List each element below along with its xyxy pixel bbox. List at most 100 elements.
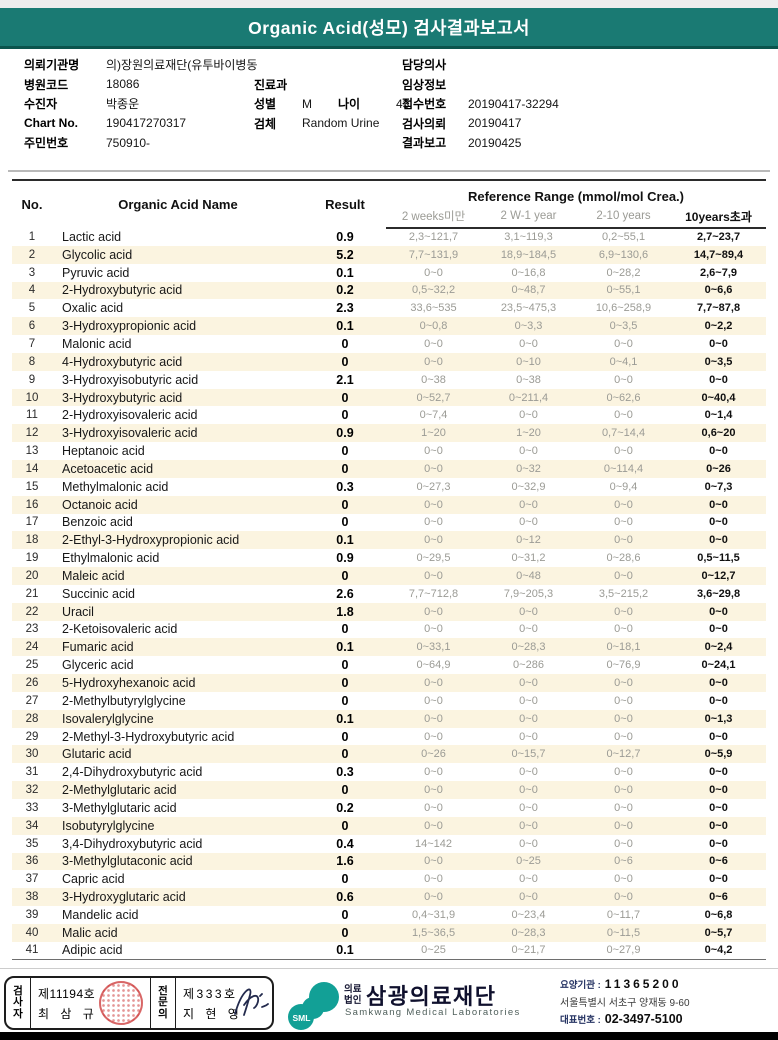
ref-under-2-weeks: 0,5~32,2 xyxy=(411,284,456,297)
ref-under-2-weeks: 0~0 xyxy=(424,891,443,904)
ref-2-10-years: 0~0 xyxy=(614,623,633,636)
info-row: 진료과 xyxy=(254,75,444,95)
acid-row: 16 Octanoic acid 0 0~0 0~0 0~0 0~0 xyxy=(12,495,766,514)
result-value: 2.3 xyxy=(336,301,354,316)
row-number: 27 xyxy=(25,694,39,707)
acid-row: 14 Acetoacetic acid 0 0~0 0~32 0~114,4 0~26 xyxy=(12,459,766,478)
ref-2-10-years: 0~9,4 xyxy=(609,480,638,493)
acid-name: 3,4-Dihydroxybutyric acid xyxy=(62,836,203,851)
info-value: 박종운 xyxy=(106,97,140,112)
ref-2w-1-year: 0~0 xyxy=(519,337,538,350)
info-label: 접수번호 xyxy=(402,97,447,112)
acid-row: 18 2-Ethyl-3-Hydroxypropionic acid 0.1 0~0 0… xyxy=(12,531,766,550)
ref-2w-1-year: 0~0 xyxy=(519,873,538,886)
row-number: 35 xyxy=(25,837,39,850)
ref-under-2-weeks: 0~0 xyxy=(424,445,443,458)
info-row: 결과보고 20190425 xyxy=(402,133,652,153)
ref-over-10-years: 3,6~29,8 xyxy=(696,587,741,600)
ref-2-10-years: 0~0 xyxy=(614,445,633,458)
ref-2w-1-year: 0~0 xyxy=(519,712,538,725)
ref-over-10-years: 0~0 xyxy=(709,730,728,743)
ref-over-10-years: 0~5,7 xyxy=(704,926,733,939)
sml-logo-text: SML xyxy=(293,1013,311,1023)
result-value: 0 xyxy=(341,729,349,744)
ref-under-2-weeks: 0~0 xyxy=(424,623,443,636)
ref-2w-1-year: 0~21,7 xyxy=(511,944,546,957)
info-label: 병원코드 xyxy=(24,77,69,92)
certification-box: 검사자 제11194호 최 삼 규 전문의 제333호 지 현 영 xyxy=(4,976,274,1030)
ref-2-10-years: 0~0 xyxy=(614,677,633,690)
ref-2-10-years: 6,9~130,6 xyxy=(598,248,649,261)
acid-name: 3-Methylglutaconic acid xyxy=(62,854,193,869)
info-row: 검사의뢰 20190417 xyxy=(402,114,652,134)
specialist-label: 전문의 xyxy=(158,984,168,1020)
info-value: M xyxy=(302,96,312,111)
ref-under-2-weeks: 0~0 xyxy=(424,801,443,814)
ref-2-10-years: 0~3,5 xyxy=(609,320,638,333)
row-number: 18 xyxy=(25,534,39,547)
logo-company-name: 삼광의료재단 xyxy=(366,984,497,1009)
ref-over-10-years: 0~0 xyxy=(709,623,728,636)
report-title-banner: Organic Acid(성모) 검사결과보고서 xyxy=(0,8,778,49)
ref-under-2-weeks: 0~0 xyxy=(424,855,443,868)
ref-over-10-years: 0~0 xyxy=(709,801,728,814)
row-number: 36 xyxy=(25,855,39,868)
ref-over-10-years: 0~0 xyxy=(709,677,728,690)
row-number: 15 xyxy=(25,480,39,493)
ref-under-2-weeks: 0~0,8 xyxy=(419,320,448,333)
acid-row: 17 Benzoic acid 0 0~0 0~0 0~0 0~0 xyxy=(12,514,766,532)
acid-row: 39 Mandelic acid 0 0,4~31,9 0~23,4 0~11,7 0~6,… xyxy=(12,906,766,924)
acid-row: 37 Capric acid 0 0~0 0~0 0~0 0~0 xyxy=(12,870,766,888)
logo-company-name-en: Samkwang Medical Laboratories xyxy=(345,1007,521,1018)
column-header-no: No. xyxy=(21,197,43,212)
info-row: 의뢰기관명 의)장원의료재단(유투바이병동 xyxy=(24,55,260,75)
ref-over-10-years: 0~0 xyxy=(709,784,728,797)
ref-2w-1-year: 0~0 xyxy=(519,605,538,618)
acid-row: 29 2-Methyl-3-Hydroxybutyric acid 0 0~0 0~0 0… xyxy=(12,728,766,746)
info-row: 주민번호 750910- xyxy=(24,133,260,153)
ref-2w-1-year: 0~12 xyxy=(516,534,541,547)
ref-2-10-years: 0~0 xyxy=(614,819,633,832)
row-number: 24 xyxy=(25,641,39,654)
result-value: 0 xyxy=(341,515,349,530)
acid-name: Pyruvic acid xyxy=(62,265,130,280)
ref-2-10-years: 0~27,9 xyxy=(606,944,641,957)
ref-over-10-years: 0~6 xyxy=(709,855,728,868)
info-label: 주민번호 xyxy=(24,136,69,151)
ref-over-10-years: 0~6,6 xyxy=(704,284,733,297)
organic-acid-results-table: No. Organic Acid Name Result Reference R… xyxy=(12,179,766,961)
ref-under-2-weeks: 0~0 xyxy=(424,516,443,529)
acid-name: Glutaric acid xyxy=(62,747,132,762)
ref-over-10-years: 0~4,2 xyxy=(704,944,733,957)
examiner-seal-stamp-icon xyxy=(99,981,143,1025)
info-row: 담당의사 xyxy=(402,55,652,75)
row-number: 5 xyxy=(28,302,36,315)
row-number: 8 xyxy=(28,355,36,368)
result-value: 0.1 xyxy=(336,533,354,548)
ref-under-2-weeks: 0~0 xyxy=(424,712,443,725)
column-header-result: Result xyxy=(325,197,365,212)
acid-name: Capric acid xyxy=(62,872,125,887)
result-value: 0 xyxy=(341,354,349,369)
acid-row: 24 Fumaric acid 0.1 0~33,1 0~28,3 0~18,1 0~2,4 xyxy=(12,638,766,657)
ref-2w-1-year: 0~0 xyxy=(519,837,538,850)
acid-row: 22 Uracil 1.8 0~0 0~0 0~0 0~0 xyxy=(12,602,766,621)
acid-name: 2-Ketoisovaleric acid xyxy=(62,622,178,637)
ref-over-10-years: 0~0 xyxy=(709,819,728,832)
result-value: 0.1 xyxy=(336,319,354,334)
ref-2-10-years: 0~55,1 xyxy=(606,284,641,297)
row-number: 22 xyxy=(25,605,39,618)
row-number: 10 xyxy=(25,391,39,404)
ref-under-2-weeks: 0~64,9 xyxy=(416,659,451,672)
info-row: Chart No. 190417270317 xyxy=(24,114,260,134)
ref-under-2-weeks: 0~25 xyxy=(421,944,446,957)
acid-row: 6 3-Hydroxypropionic acid 0.1 0~0,8 0~3,3 0~3… xyxy=(12,317,766,336)
row-number: 26 xyxy=(25,677,39,690)
row-number: 37 xyxy=(25,873,39,886)
acid-name: 5-Hydroxyhexanoic acid xyxy=(62,676,196,691)
acid-name: Ethylmalonic acid xyxy=(62,551,160,566)
ref-2w-1-year: 0~32 xyxy=(516,462,541,475)
ref-2w-1-year: 0~0 xyxy=(519,819,538,832)
ref-under-2-weeks: 0~27,3 xyxy=(416,480,451,493)
ref-under-2-weeks: 0~0 xyxy=(424,605,443,618)
